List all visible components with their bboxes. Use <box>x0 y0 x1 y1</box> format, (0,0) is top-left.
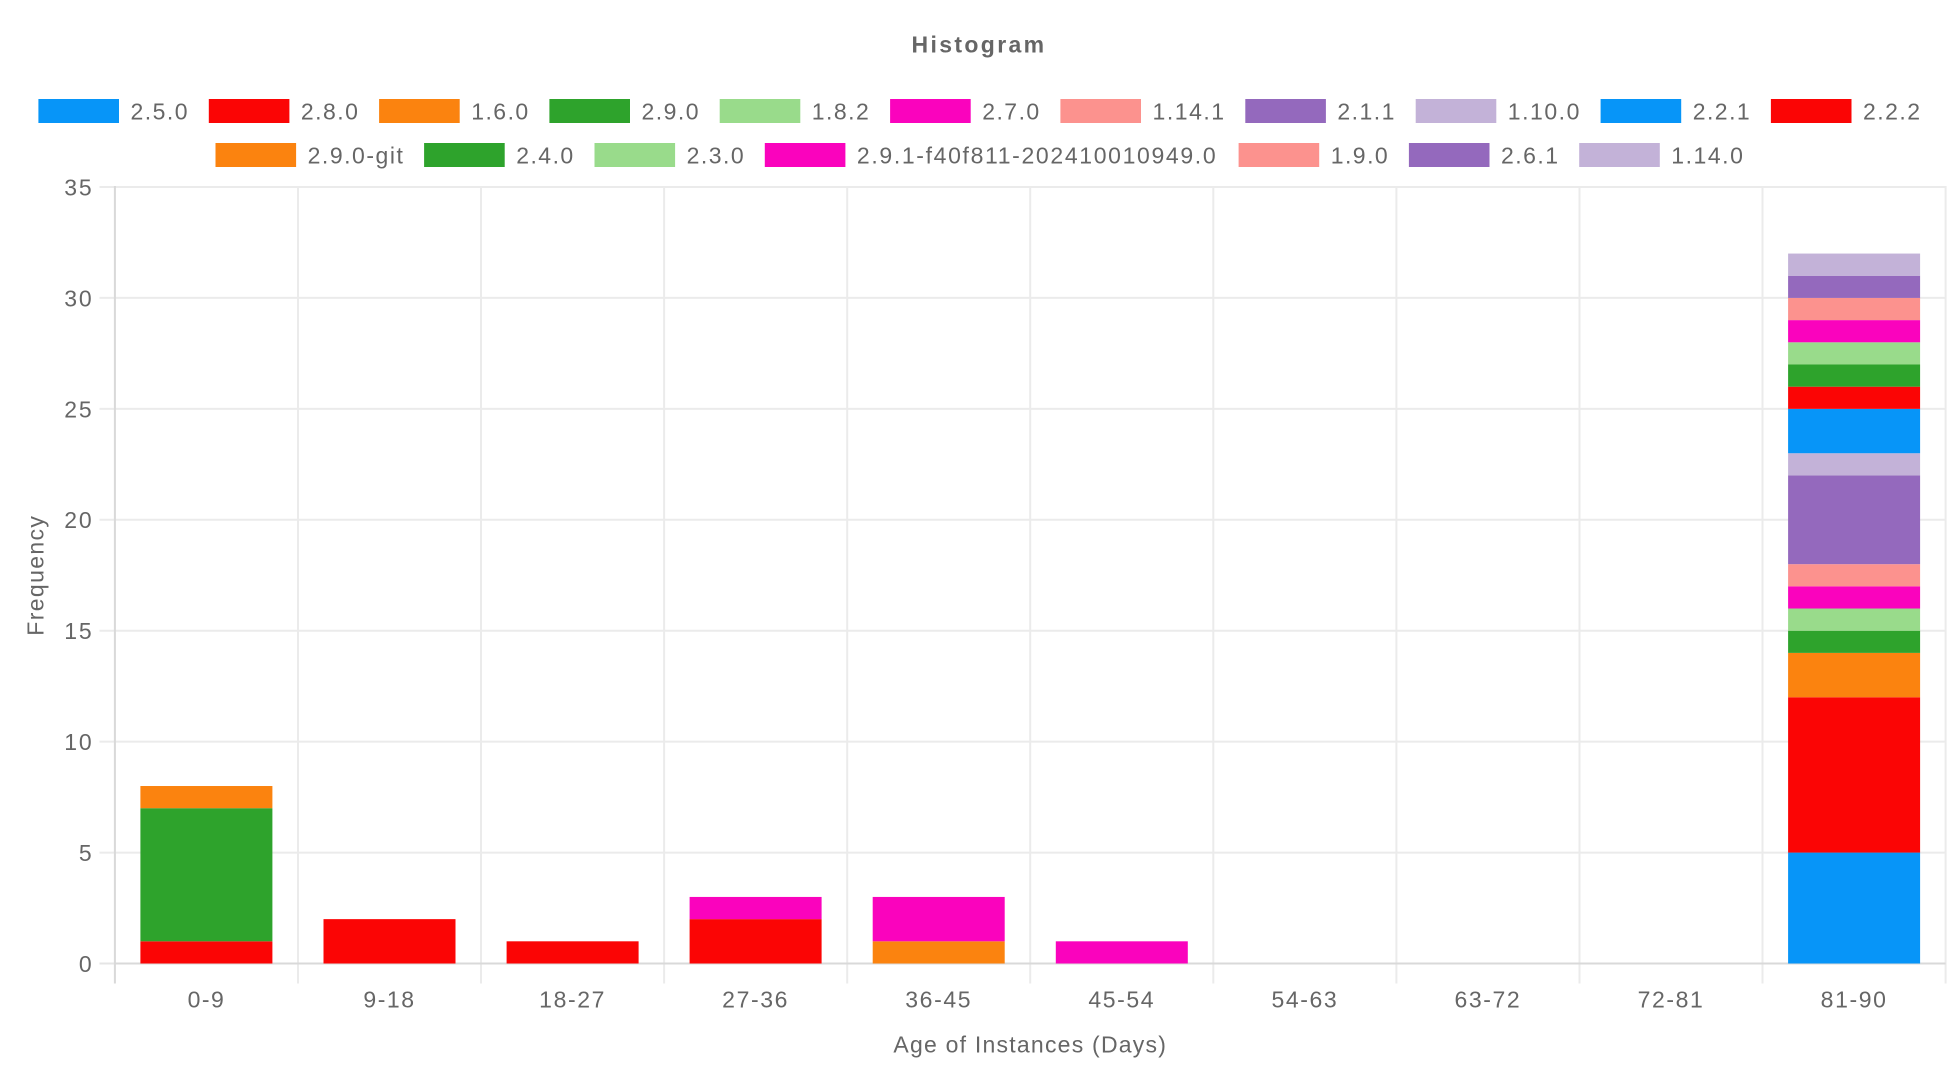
svg-text:2.2.2: 2.2.2 <box>1863 98 1922 124</box>
svg-text:0-9: 0-9 <box>188 987 226 1013</box>
svg-text:27-36: 27-36 <box>722 987 789 1013</box>
svg-text:9-18: 9-18 <box>363 987 415 1013</box>
svg-text:2.4.0: 2.4.0 <box>516 142 575 168</box>
svg-text:2.9.0-git: 2.9.0-git <box>308 142 405 168</box>
svg-text:20: 20 <box>64 507 93 533</box>
svg-text:2.9.1-f40f811-202410010949.0: 2.9.1-f40f811-202410010949.0 <box>857 142 1217 168</box>
svg-text:63-72: 63-72 <box>1454 987 1521 1013</box>
svg-text:Frequency: Frequency <box>23 515 49 636</box>
svg-text:2.5.0: 2.5.0 <box>131 98 190 124</box>
svg-text:15: 15 <box>64 618 93 644</box>
svg-text:1.9.0: 1.9.0 <box>1331 142 1390 168</box>
svg-text:2.7.0: 2.7.0 <box>982 98 1041 124</box>
svg-text:5: 5 <box>79 840 94 866</box>
svg-text:35: 35 <box>64 174 93 200</box>
svg-text:18-27: 18-27 <box>539 987 606 1013</box>
svg-text:1.6.0: 1.6.0 <box>471 98 530 124</box>
svg-text:54-63: 54-63 <box>1271 987 1338 1013</box>
svg-text:2.2.1: 2.2.1 <box>1693 98 1752 124</box>
svg-text:1.14.1: 1.14.1 <box>1153 98 1226 124</box>
svg-text:2.8.0: 2.8.0 <box>301 98 360 124</box>
svg-text:36-45: 36-45 <box>905 987 972 1013</box>
svg-text:45-54: 45-54 <box>1088 987 1155 1013</box>
svg-text:1.8.2: 1.8.2 <box>812 98 871 124</box>
svg-text:10: 10 <box>64 729 93 755</box>
svg-text:1.10.0: 1.10.0 <box>1508 98 1581 124</box>
svg-text:1.14.0: 1.14.0 <box>1671 142 1744 168</box>
svg-text:72-81: 72-81 <box>1638 987 1705 1013</box>
svg-text:0: 0 <box>79 951 94 977</box>
svg-text:30: 30 <box>64 285 93 311</box>
svg-text:2.6.1: 2.6.1 <box>1501 142 1560 168</box>
svg-text:2.1.1: 2.1.1 <box>1337 98 1396 124</box>
svg-text:2.3.0: 2.3.0 <box>687 142 746 168</box>
svg-text:2.9.0: 2.9.0 <box>642 98 701 124</box>
svg-text:Age of Instances (Days): Age of Instances (Days) <box>893 1032 1167 1058</box>
svg-text:Histogram: Histogram <box>912 32 1047 58</box>
svg-text:81-90: 81-90 <box>1821 987 1888 1013</box>
svg-text:25: 25 <box>64 396 93 422</box>
